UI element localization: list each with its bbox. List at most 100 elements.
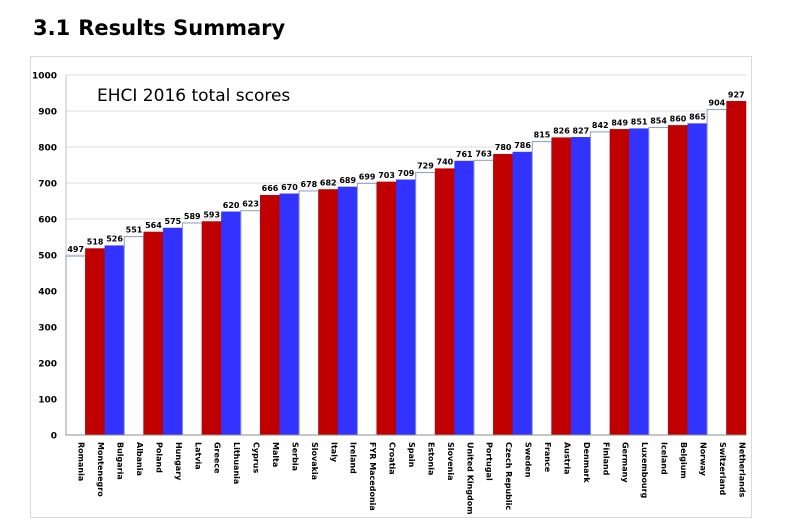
category-label: Slovakia bbox=[310, 442, 319, 480]
bar bbox=[182, 222, 203, 436]
bar bbox=[376, 181, 397, 436]
data-label: 497 bbox=[67, 245, 84, 254]
data-label: 780 bbox=[495, 143, 512, 152]
bar bbox=[493, 153, 514, 436]
y-tick-label: 300 bbox=[38, 324, 57, 334]
data-label: 564 bbox=[145, 221, 162, 230]
y-tick-label: 800 bbox=[38, 144, 57, 154]
data-label: 689 bbox=[339, 176, 356, 185]
bar bbox=[531, 141, 553, 436]
data-label: 860 bbox=[670, 114, 687, 123]
bar bbox=[279, 193, 300, 436]
category-label: FYR Macedonia bbox=[368, 442, 377, 511]
category-label: Austria bbox=[562, 442, 571, 475]
data-label: 786 bbox=[514, 141, 531, 150]
bar bbox=[648, 127, 669, 436]
bar bbox=[396, 179, 416, 436]
data-label: 729 bbox=[417, 162, 434, 171]
y-tick-label: 100 bbox=[38, 396, 57, 406]
bar bbox=[512, 151, 533, 436]
section-number: 3.1 bbox=[33, 16, 71, 40]
bar bbox=[706, 109, 728, 436]
data-label: 904 bbox=[709, 99, 726, 108]
category-label: Montenegro bbox=[96, 442, 105, 497]
category-label: Poland bbox=[154, 442, 163, 473]
data-label: 709 bbox=[398, 169, 415, 178]
section-heading: 3.1 Results Summary bbox=[33, 16, 285, 40]
category-label: Slovenia bbox=[446, 442, 455, 480]
category-label: Ireland bbox=[349, 442, 358, 474]
data-label: 593 bbox=[203, 211, 220, 220]
category-label: Denmark bbox=[582, 442, 591, 483]
data-label: 703 bbox=[378, 171, 395, 180]
bar bbox=[65, 255, 86, 436]
data-label: 740 bbox=[437, 158, 454, 167]
data-label: 666 bbox=[262, 184, 279, 193]
data-label: 826 bbox=[553, 127, 570, 136]
category-label: Malta bbox=[271, 442, 280, 467]
bar bbox=[123, 236, 145, 436]
data-label: 851 bbox=[631, 118, 648, 127]
category-label: Belgium bbox=[679, 442, 688, 479]
category-label: Latvia bbox=[193, 442, 202, 470]
category-label: Czech Republic bbox=[504, 442, 513, 510]
y-tick-label: 600 bbox=[38, 216, 57, 226]
chart-title: EHCI 2016 total scores bbox=[97, 86, 291, 106]
y-tick-label: 700 bbox=[38, 180, 57, 190]
data-label: 589 bbox=[184, 212, 201, 221]
bar bbox=[415, 172, 436, 436]
category-label: Lithuania bbox=[232, 442, 241, 484]
category-label: Spain bbox=[407, 442, 416, 468]
bar bbox=[726, 101, 747, 436]
bar bbox=[629, 128, 650, 436]
bar bbox=[551, 137, 572, 436]
bar bbox=[162, 227, 183, 436]
bar bbox=[221, 211, 242, 436]
bar bbox=[570, 137, 591, 436]
data-label: 761 bbox=[456, 150, 473, 159]
category-label: United Kingdom bbox=[465, 442, 474, 515]
bar bbox=[337, 186, 358, 436]
category-label: Sweden bbox=[524, 442, 533, 478]
data-label: 865 bbox=[689, 113, 706, 122]
category-label: Hungary bbox=[174, 442, 183, 481]
category-label: Cyprus bbox=[252, 442, 261, 473]
data-label: 827 bbox=[573, 126, 590, 135]
data-label: 849 bbox=[611, 118, 628, 127]
bar bbox=[609, 129, 630, 436]
category-label: Luxembourg bbox=[640, 442, 649, 499]
data-label: 927 bbox=[728, 90, 745, 99]
bar bbox=[454, 160, 475, 436]
bar bbox=[434, 168, 455, 436]
category-label: Bulgaria bbox=[116, 442, 125, 480]
data-label: 682 bbox=[320, 178, 337, 187]
y-tick-label: 1000 bbox=[32, 72, 57, 82]
data-label: 620 bbox=[223, 201, 240, 210]
data-label: 670 bbox=[281, 183, 298, 192]
category-label: Netherlands bbox=[737, 442, 746, 498]
bar bbox=[260, 194, 280, 436]
category-label: Germany bbox=[621, 442, 630, 483]
category-label: Finland bbox=[601, 442, 610, 476]
bar bbox=[590, 131, 611, 436]
y-tick-label: 900 bbox=[38, 108, 57, 118]
category-label: Croatia bbox=[388, 442, 397, 475]
category-label: Norway bbox=[698, 442, 707, 477]
category-label: Albania bbox=[135, 442, 144, 476]
bar bbox=[143, 231, 164, 436]
category-label: Switzerland bbox=[718, 442, 727, 496]
bar bbox=[356, 182, 378, 436]
bar bbox=[104, 245, 125, 436]
section-title: Results Summary bbox=[78, 16, 286, 40]
category-label: Serbia bbox=[290, 442, 299, 471]
bar bbox=[668, 125, 688, 436]
data-label: 518 bbox=[87, 238, 104, 247]
data-label: 815 bbox=[534, 131, 551, 140]
bar bbox=[687, 123, 708, 436]
data-label: 763 bbox=[475, 149, 492, 158]
data-label: 575 bbox=[165, 217, 182, 226]
category-label: Iceland bbox=[660, 442, 669, 475]
y-tick-label: 400 bbox=[38, 288, 57, 298]
y-tick-label: 200 bbox=[38, 360, 57, 370]
